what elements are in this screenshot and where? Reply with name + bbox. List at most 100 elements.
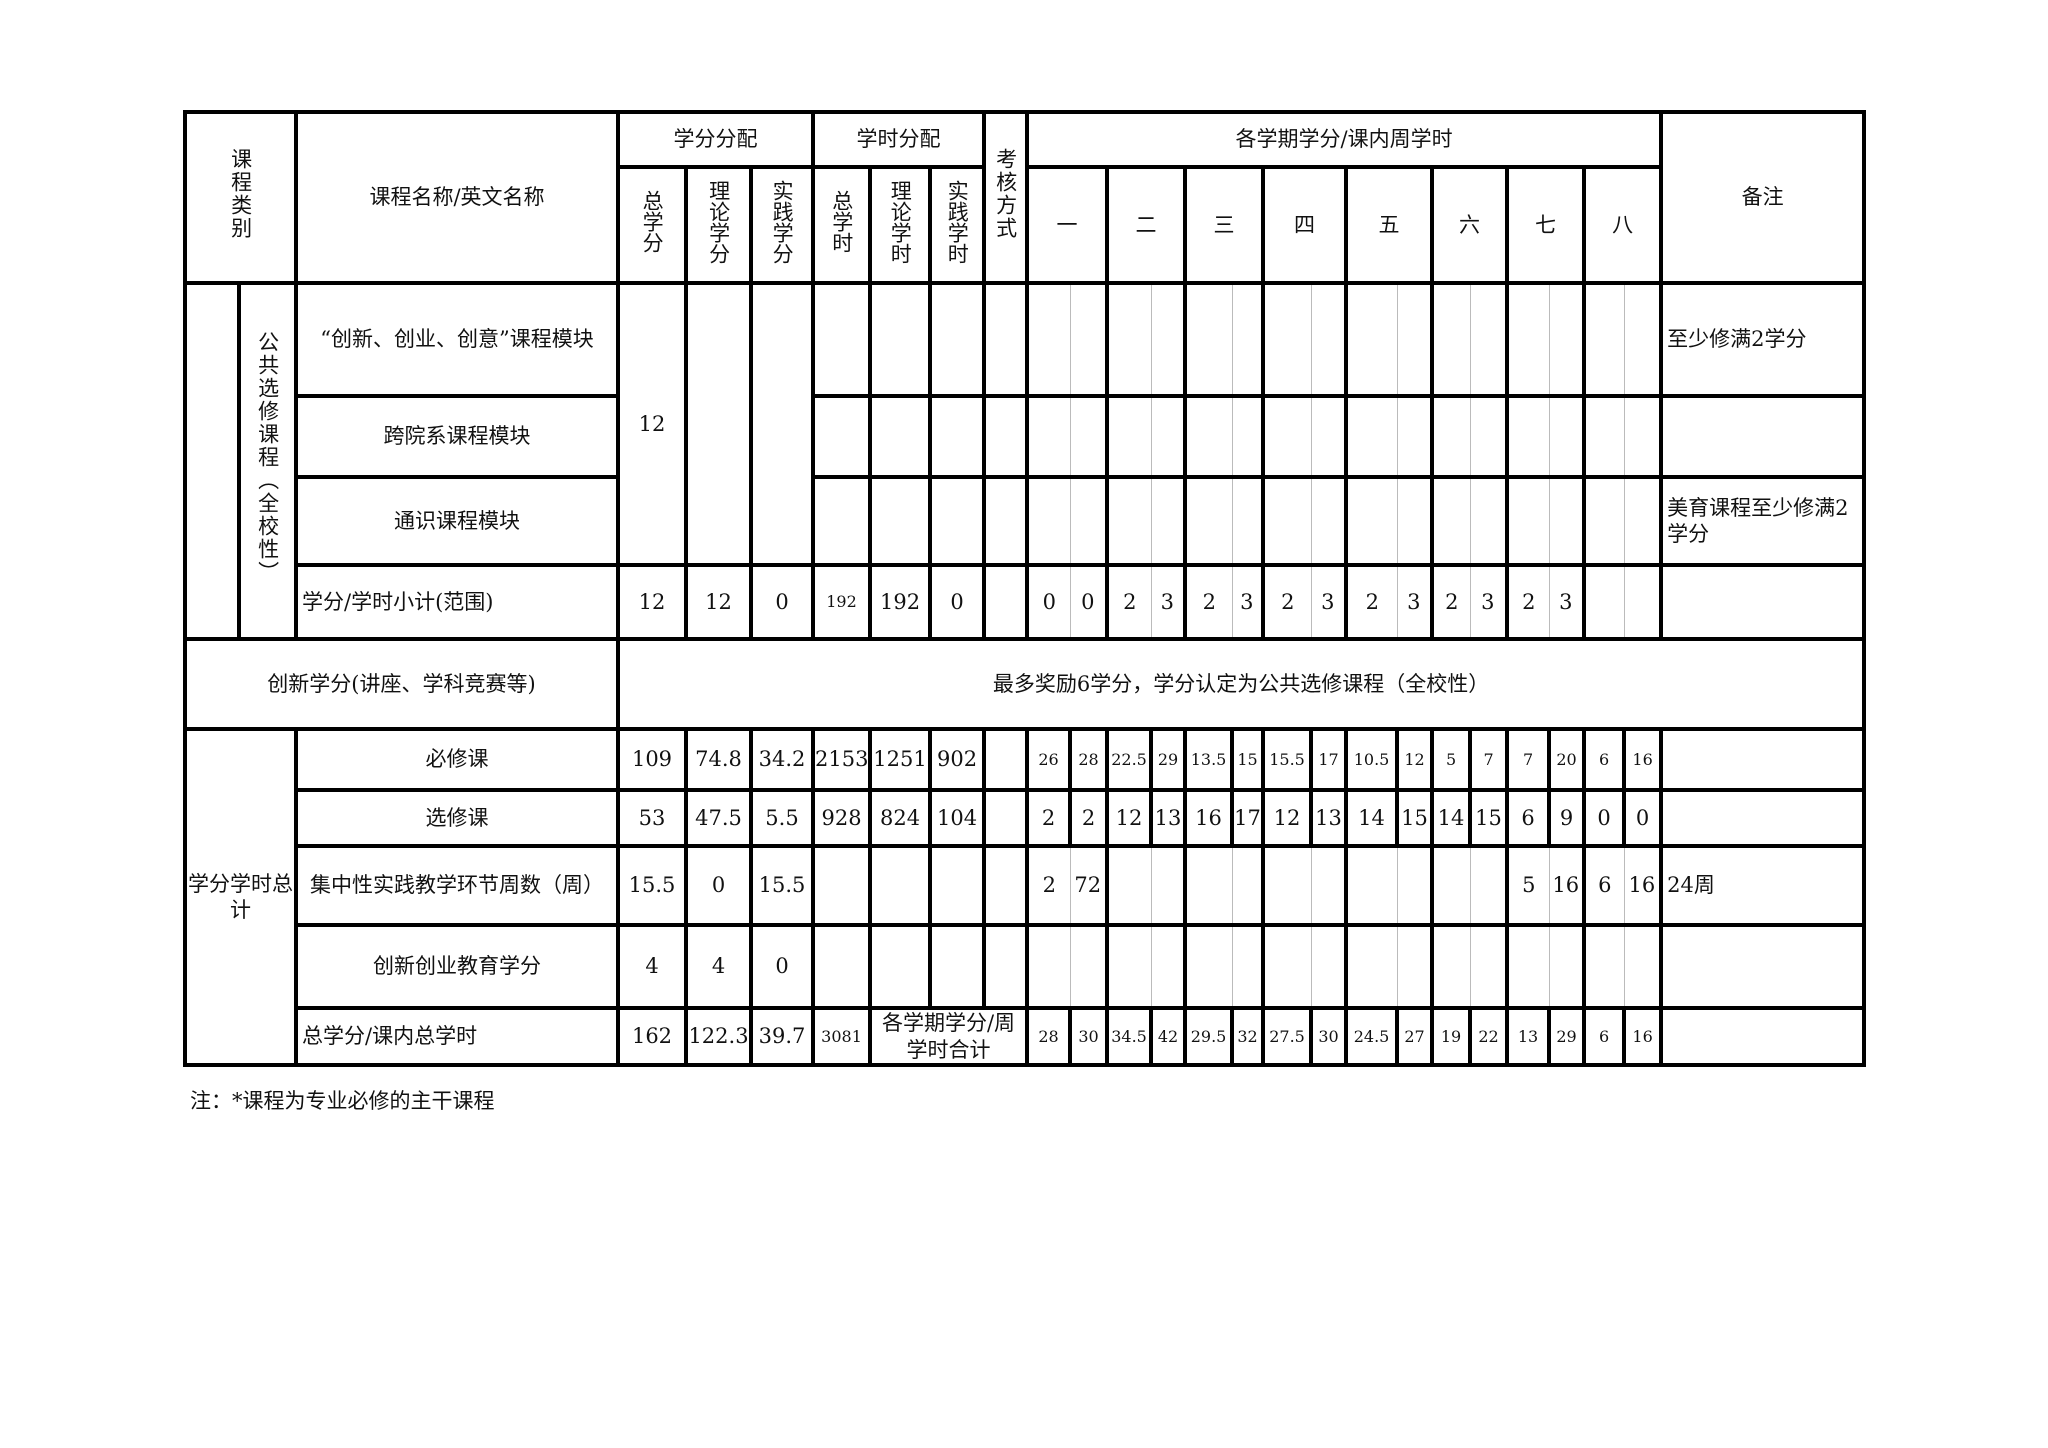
- module-name: 通识课程模块: [294, 475, 620, 567]
- header-hour-col: 理论学时: [868, 165, 933, 285]
- grand-total-label-text: 总学分/课内总学时: [302, 1024, 478, 1049]
- semester-cell-text: 17: [1234, 805, 1261, 830]
- remark: 美育课程至少修满2学分: [1659, 475, 1867, 567]
- module-name-text: 跨院系课程模块: [383, 424, 531, 449]
- semester-cell: [1582, 923, 1625, 1010]
- semester-cell: [1150, 923, 1188, 1010]
- totals-value-text: 1251: [873, 747, 927, 772]
- empty-cell: [868, 281, 933, 398]
- totals-row-label-text: 集中性实践教学环节周数（周）: [310, 873, 604, 898]
- header-credit-col: 实践学分: [748, 165, 816, 285]
- semester-cell: [1231, 281, 1266, 398]
- semester-cell-text: 29: [1556, 1026, 1577, 1046]
- module-name: 跨院系课程模块: [294, 394, 620, 479]
- semester-cell-text: 20: [1556, 749, 1577, 769]
- semester-cell: 42: [1149, 1006, 1188, 1067]
- semester-cell: [1150, 844, 1188, 927]
- totals-value-text: 2153: [815, 747, 869, 772]
- semester-cell-text: 30: [1078, 1026, 1099, 1046]
- semester-cell: [1582, 281, 1625, 398]
- table-row: 选修课 53 47.5 5.5 928 824 104 2 2 12 13 16 17 12 13 14 15 1…: [185, 788, 1867, 848]
- header-semester: 五: [1344, 165, 1435, 285]
- semester-cell-text: 2: [1202, 589, 1216, 614]
- semester-cell-text: 6: [1598, 1026, 1610, 1046]
- totals-value: 34.2: [748, 727, 816, 792]
- totals-value: 47.5: [684, 788, 753, 848]
- empty-cell: [928, 475, 987, 567]
- semester-cell-text: 0: [1635, 805, 1650, 830]
- semester-cell-text: 0: [1042, 589, 1056, 614]
- totals-value: 15.5: [616, 844, 688, 927]
- totals-value-text: 4: [645, 954, 659, 979]
- semester-cell: 6: [1505, 788, 1552, 848]
- semester-cell-text: 12: [1404, 749, 1425, 769]
- subtotal-value-text: 0: [950, 589, 964, 614]
- totals-value-text: 5.5: [765, 805, 799, 830]
- semester-cell-text: 22.5: [1111, 749, 1147, 769]
- category-outer: [183, 281, 241, 641]
- semester-cell-text: 0: [1081, 589, 1095, 614]
- semester-cell: [1396, 475, 1435, 567]
- header-semester: 一: [1025, 165, 1110, 285]
- semester-cell: 3: [1231, 563, 1266, 641]
- empty-cell: [811, 394, 873, 479]
- semester-cell: 16: [1623, 844, 1664, 927]
- semester-cell: 72: [1069, 844, 1110, 927]
- totals-value-text: 928: [821, 805, 862, 830]
- semester-cell: 0: [1069, 563, 1110, 641]
- practice-credits: [748, 281, 816, 567]
- semester-cell: [1231, 923, 1266, 1010]
- semester-cell: [1183, 281, 1233, 398]
- semester-cell-text: 5: [1445, 749, 1457, 769]
- header-hour-col-text: 理论学时: [888, 179, 913, 264]
- header-hour-col-text: 实践学时: [945, 179, 970, 264]
- curriculum-summary-table: 课程类别 课程名称/英文名称 学分分配 学时分配 考核方式 各学期学分/课内周学时 备注总学…: [183, 110, 1867, 1067]
- semester-cell-text: 16: [1628, 873, 1656, 898]
- header-semester-group-text: 各学期学分/课内周学时: [1235, 127, 1453, 152]
- semester-cell: [1469, 844, 1510, 927]
- grand-total-value-text: 162: [631, 1024, 673, 1049]
- totals-value: 0: [684, 844, 753, 927]
- grand-total-label: 总学分/课内总学时: [294, 1006, 620, 1067]
- grand-total-value: 3081: [811, 1006, 873, 1067]
- totals-value-text: 53: [638, 805, 666, 830]
- semester-cell: [1069, 281, 1110, 398]
- semester-cell-text: 29.5: [1190, 1026, 1227, 1046]
- totals-value: 53: [616, 788, 688, 848]
- header-semester: 四: [1261, 165, 1349, 285]
- header-category-text: 课程类别: [228, 148, 253, 241]
- semester-cell: 24.5: [1344, 1006, 1400, 1067]
- theory-credits: [684, 281, 753, 567]
- semester-cell: [1623, 563, 1664, 641]
- totals-value-text: 34.2: [758, 747, 806, 772]
- semester-cell: [1469, 923, 1510, 1010]
- table-row: 公共选修课程（全校性） “创新、创业、创意”课程模块 12 至少修满2学分: [183, 281, 1867, 641]
- semester-cell-text: 3: [1407, 589, 1421, 614]
- semester-cell-text: 2: [1081, 805, 1096, 830]
- header-credit-col: 理论学分: [684, 165, 753, 285]
- header-semester-text: 三: [1213, 212, 1235, 237]
- table-row: 课程类别 课程名称/英文名称 学分分配 学时分配 考核方式 各学期学分/课内周学时 备注: [183, 110, 1867, 285]
- header-credit-col-text: 理论学分: [706, 179, 731, 264]
- semester-cell: 3: [1396, 563, 1435, 641]
- semester-cell-text: 27.5: [1269, 1026, 1305, 1046]
- semester-cell: [1582, 475, 1625, 567]
- empty-cell: [868, 394, 933, 479]
- header-semester: 七: [1505, 165, 1587, 285]
- semester-cell-text: 13: [1517, 1026, 1539, 1046]
- remark: 至少修满2学分: [1659, 281, 1867, 398]
- table-row: 总学分/课内总学时 162 122.3 39.7 3081 各学期学分/周学时合计 28 30…: [185, 1006, 1867, 1067]
- semester-cell-text: 13: [1154, 805, 1182, 830]
- totals-value-text: 0: [711, 873, 726, 898]
- assessment-cell: [982, 563, 1030, 641]
- semester-cell-text: 3: [1481, 589, 1495, 614]
- semester-cell: 27: [1395, 1006, 1435, 1067]
- semester-cell-text: 6: [1598, 873, 1612, 898]
- semester-cell: 28: [1068, 727, 1110, 792]
- semester-cell: 22: [1468, 1006, 1510, 1067]
- semester-cell: 29.5: [1183, 1006, 1235, 1067]
- table-row: 学分学时总计 必修课 109 74.8 34.2 2153 1251 902 26 28 22.5 2…: [183, 727, 1867, 1067]
- semester-cell-text: 2: [1123, 589, 1137, 614]
- grand-total-value-text: 3081: [821, 1026, 862, 1046]
- semester-cell: [1261, 844, 1312, 927]
